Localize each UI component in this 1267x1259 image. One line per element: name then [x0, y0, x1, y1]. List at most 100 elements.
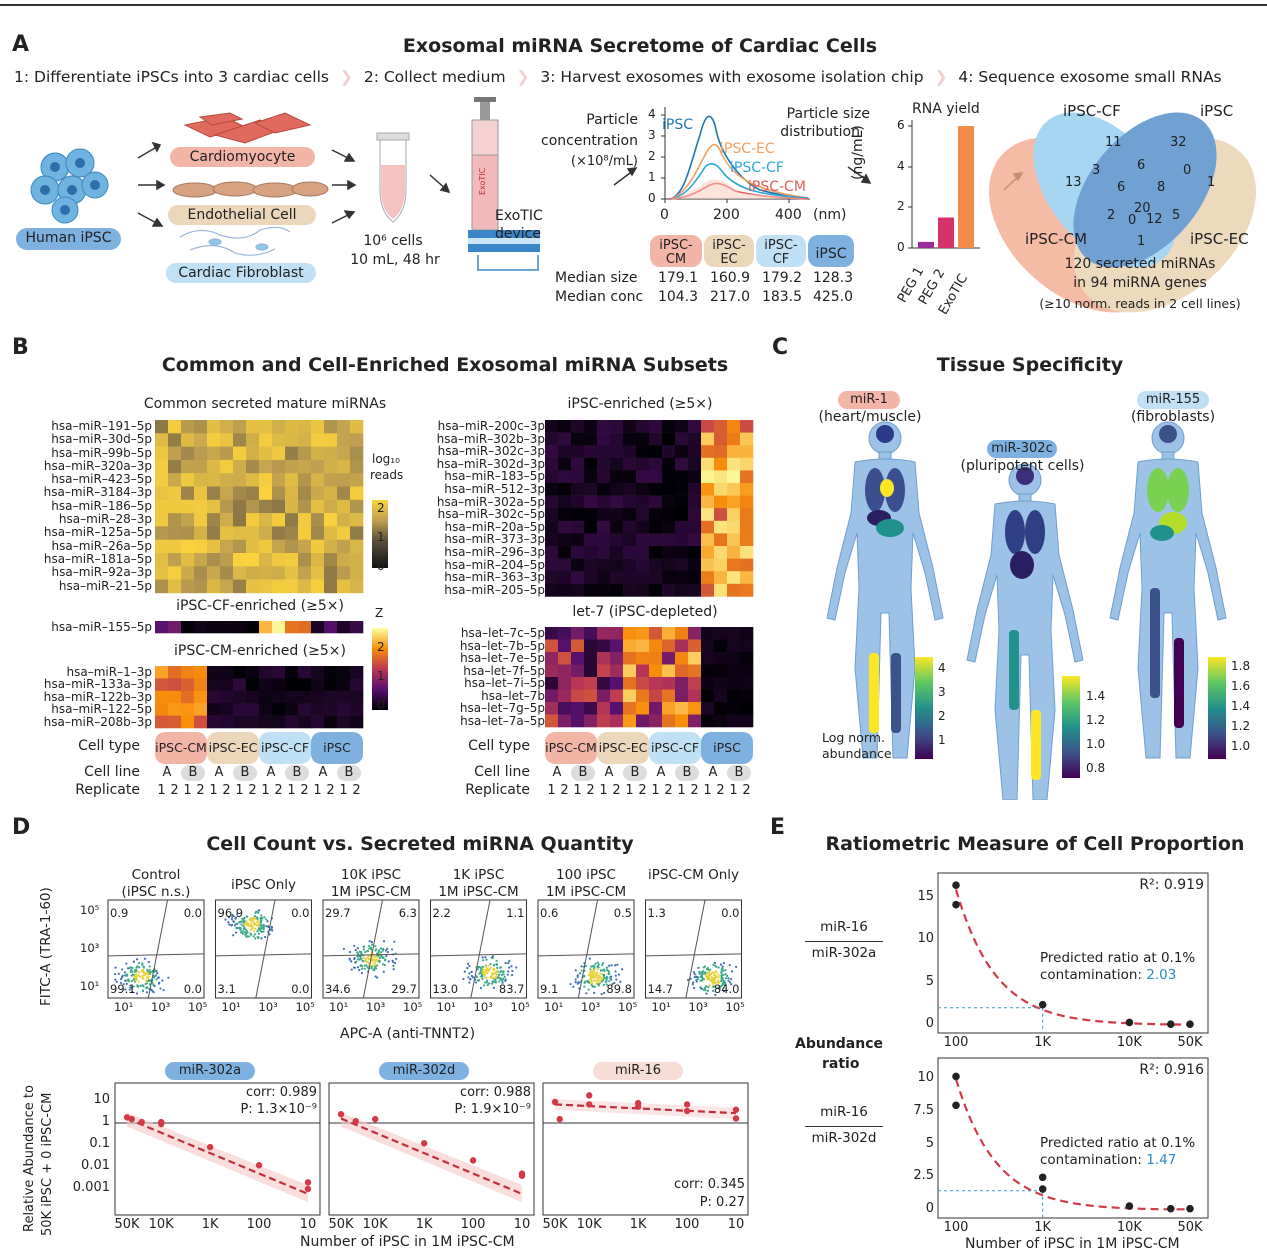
- flow-event: [115, 980, 118, 983]
- heatmap-cell: [298, 513, 312, 527]
- cf-row-labels: hsa–miR–155–5p: [20, 621, 152, 633]
- heatmap-cell: [597, 432, 611, 446]
- flow-event: [378, 956, 381, 960]
- heatmap-cell: [584, 702, 598, 715]
- heatmap-cell: [610, 583, 624, 597]
- flow-event: [507, 961, 510, 965]
- heatmap-cell: [168, 486, 182, 501]
- median-size-label: Median size: [555, 270, 638, 286]
- tube-icon: [376, 132, 410, 223]
- heatmap-cell: [701, 677, 715, 690]
- heatmap-row-label: hsa–let–7c–5p: [460, 626, 545, 640]
- flow-event: [487, 969, 490, 972]
- flow-ytick: 10⁵: [80, 903, 100, 917]
- heatmap-cell: [662, 583, 676, 597]
- heatmap-cell: [714, 714, 728, 728]
- flow-event: [142, 970, 145, 974]
- heatmap-cell: [623, 546, 637, 559]
- heatmap-cell: [272, 553, 286, 567]
- flow-xlabel: APC-A (anti-TNNT2): [340, 1026, 476, 1042]
- flow-event: [224, 918, 227, 921]
- flow-xtick: 10¹: [651, 1000, 671, 1014]
- heatmap-cell: [181, 446, 195, 461]
- heatmap-cell: [324, 433, 338, 447]
- replicate-label: 2: [248, 783, 257, 798]
- heatmap-cell: [155, 566, 169, 580]
- flow-event: [374, 975, 377, 978]
- heatmap-cell: [714, 420, 728, 433]
- heatmap-cell: [636, 677, 650, 690]
- heatmap-cell: [688, 432, 702, 446]
- flow-event: [243, 917, 246, 920]
- flow-xtick: 10⁵: [618, 1000, 638, 1014]
- flow-event: [722, 979, 726, 983]
- heatmap-cell: [688, 546, 702, 559]
- flow-xtick: 10¹: [436, 1000, 456, 1014]
- heatmap-cell: [168, 433, 182, 447]
- heatmap-cell: [246, 433, 260, 447]
- heatmap-cell: [311, 579, 325, 594]
- flow-plot: [430, 899, 527, 999]
- heatmap-cell: [285, 473, 299, 487]
- ratio-ytick: 10: [917, 931, 934, 947]
- heatmap-cell: [324, 499, 338, 514]
- venn-count: 3: [1092, 163, 1101, 178]
- heatmap-cell: [220, 420, 234, 434]
- flow-event: [252, 917, 255, 920]
- heatmap-cell: [688, 652, 702, 665]
- flow-event: [384, 949, 387, 952]
- flow-event: [486, 983, 489, 987]
- heatmap-cell: [350, 513, 364, 527]
- heatmap-cell: [272, 473, 286, 487]
- flow-event: [141, 989, 144, 992]
- prediction-label: Predicted ratio at 0.1%: [1040, 1134, 1196, 1151]
- flow-xtick: 10⁵: [295, 1000, 315, 1014]
- heatmap-cell: [623, 627, 637, 640]
- flow-event: [594, 979, 597, 982]
- flow-event: [130, 969, 133, 972]
- flow-event: [135, 966, 138, 969]
- ratio-ytick: 10: [917, 1070, 934, 1086]
- heatmap-cell: [337, 715, 351, 729]
- heatmap-cell: [727, 457, 741, 471]
- ratio-ytick: 0: [925, 1016, 934, 1031]
- heatmap-cell: [285, 621, 299, 634]
- heatmap-cell: [155, 526, 169, 540]
- heatmap-cell: [727, 714, 741, 728]
- heatmap-cell: [168, 715, 182, 729]
- flow-event: [466, 962, 470, 965]
- flow-event: [227, 921, 230, 924]
- flow-event: [714, 993, 717, 996]
- flow-event: [363, 956, 366, 959]
- heatmap-cell: [246, 703, 260, 716]
- heatmap-cell: [701, 520, 715, 534]
- flow-event: [713, 971, 716, 974]
- heatmap-cell: [623, 677, 637, 690]
- heatmap-cell: [311, 526, 325, 540]
- heatmap-cell: [311, 420, 325, 434]
- particle-ylabel-2: concentration: [541, 133, 638, 149]
- flow-event: [592, 976, 595, 980]
- heatmap-cell: [272, 539, 286, 554]
- heatmap-cell: [220, 446, 234, 461]
- flow-event: [393, 962, 397, 965]
- cellline-label: B: [181, 765, 205, 781]
- flow-event: [714, 964, 717, 967]
- flow-event: [606, 966, 609, 969]
- heatmap-cell: [662, 714, 676, 728]
- heatmap-cell: [298, 433, 312, 447]
- heatmap-cell: [324, 459, 338, 474]
- flow-event: [476, 979, 480, 982]
- heatmap-cell: [584, 689, 598, 703]
- flow-event: [601, 973, 604, 976]
- heatmap-cell: [259, 715, 273, 729]
- cellline-label: B: [233, 765, 257, 781]
- heatmap-cell: [584, 520, 598, 534]
- heatmap-cell: [220, 459, 234, 474]
- venn-count: 8: [1157, 180, 1166, 195]
- heatmap-cell: [610, 445, 624, 459]
- heatmap-cell: [701, 714, 715, 728]
- heatmap-cell: [259, 666, 273, 679]
- flow-event: [576, 975, 579, 979]
- flow-event: [131, 966, 134, 970]
